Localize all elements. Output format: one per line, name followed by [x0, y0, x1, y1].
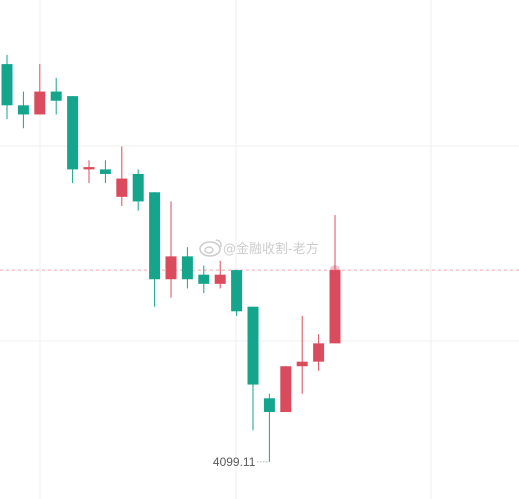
candle-body: [132, 173, 144, 202]
candle-body: [181, 256, 193, 280]
watermark: @金融收割-老方: [199, 239, 319, 257]
candle-body: [149, 192, 161, 280]
candle-body: [214, 274, 226, 284]
candle-body: [50, 91, 62, 101]
candle-body: [34, 91, 46, 115]
weibo-logo-icon: [199, 239, 222, 257]
candle-body: [247, 306, 259, 385]
candle-body: [329, 270, 341, 344]
candle-body: [67, 96, 79, 170]
candle-body: [99, 169, 111, 174]
watermark-text: @金融收割-老方: [223, 241, 319, 257]
low-price-label: 4099.11: [213, 455, 256, 469]
candle-body: [231, 270, 243, 312]
low-marker: 4099.11: [213, 455, 270, 469]
candle-body: [116, 178, 128, 197]
candle-body: [280, 366, 292, 413]
current-price-dot: [330, 265, 340, 276]
candle-body: [1, 64, 13, 106]
candle-body: [17, 105, 29, 115]
candle-body: [296, 361, 308, 367]
candle-body: [263, 398, 275, 413]
candles: [1, 54, 341, 462]
candle-body: [83, 167, 95, 170]
candle-body: [198, 274, 210, 284]
candle-body: [313, 343, 325, 362]
candle-body: [165, 256, 177, 280]
